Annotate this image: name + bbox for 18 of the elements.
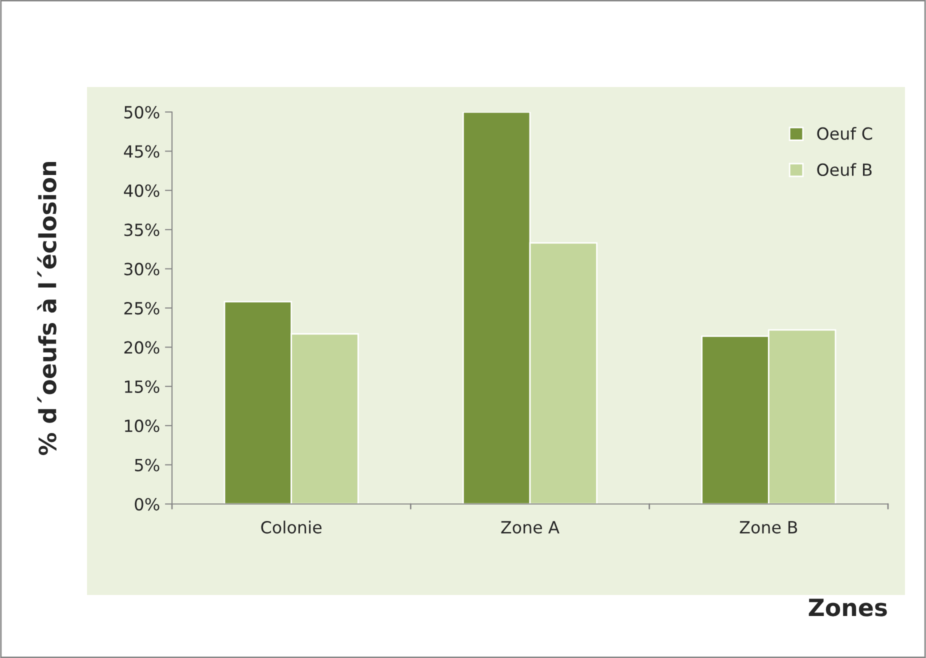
x-tick-label: Zone B (740, 521, 798, 534)
y-tick-label: 15% (124, 380, 160, 393)
legend-label: Oeuf C (817, 127, 872, 140)
y-tick-label: 50% (124, 106, 160, 119)
y-tick-label: 45% (124, 145, 160, 158)
y-tick-label: 40% (124, 184, 160, 197)
y-tick-label: 30% (124, 262, 160, 276)
y-tick-label: 0% (134, 498, 160, 511)
x-tick-label: Colonie (261, 520, 322, 534)
y-tick-label: 35% (124, 224, 160, 236)
x-tick-label: Zone A (501, 521, 560, 534)
y-tick-label: 20% (124, 341, 160, 354)
x-axis-title: Zones (808, 598, 887, 616)
y-tick-label: 25% (124, 302, 160, 315)
y-axis-title: % d´oeufs à l´éclosion (37, 162, 56, 456)
y-tick-label: 5% (135, 458, 160, 472)
legend-label: Oeuf B (817, 163, 872, 176)
y-tick-label: 10% (124, 420, 160, 432)
